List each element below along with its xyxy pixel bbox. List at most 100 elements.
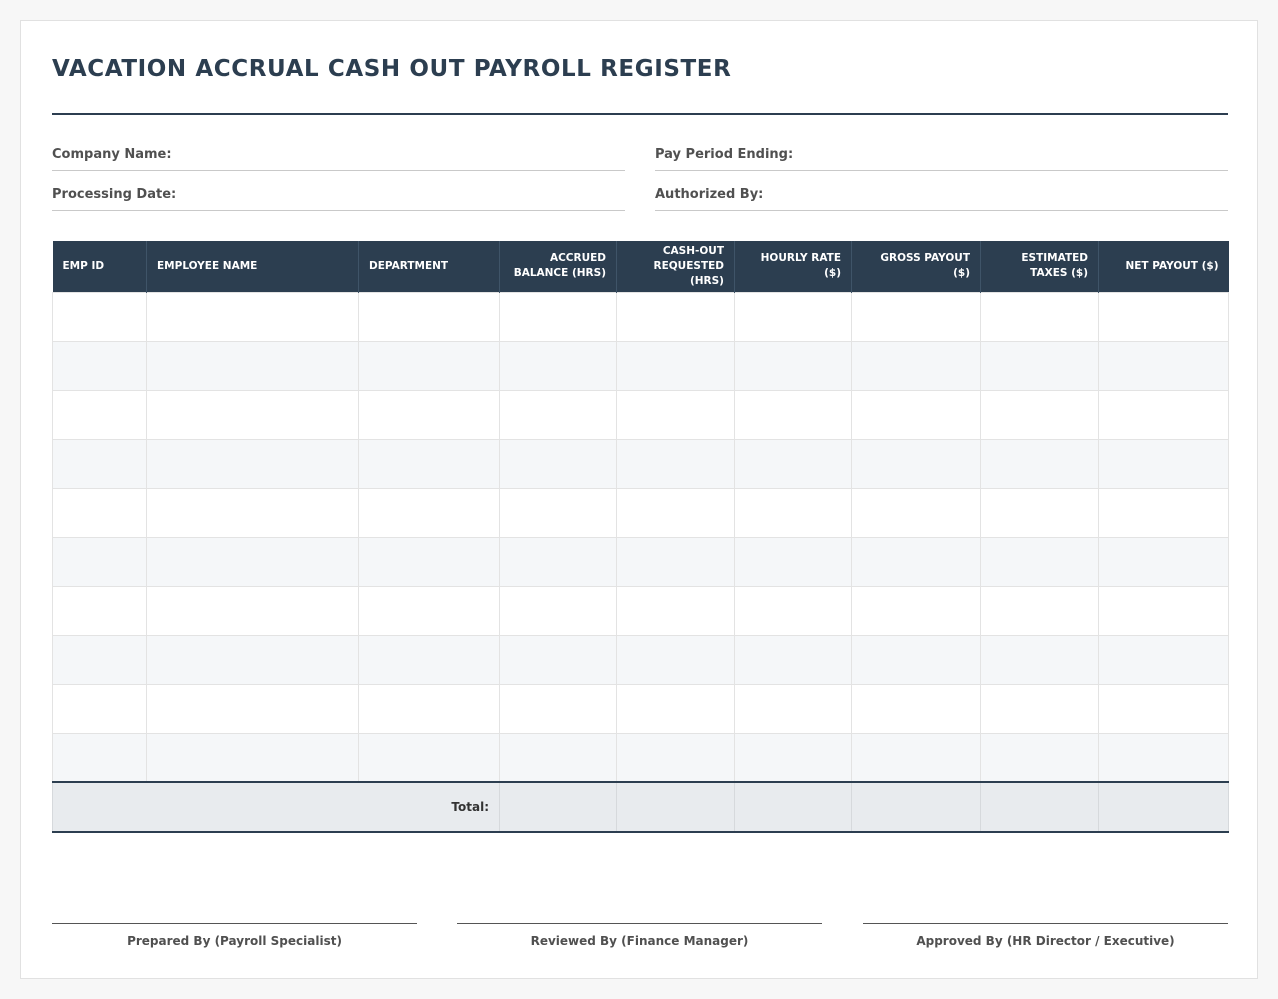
table-cell-gross-payout[interactable] — [851, 291, 981, 342]
table-cell-cash-out-requested[interactable] — [616, 291, 735, 342]
table-cell-hourly-rate[interactable] — [734, 438, 852, 489]
total-cell-cash-out-requested[interactable] — [616, 781, 735, 833]
table-cell-gross-payout[interactable] — [851, 634, 981, 685]
table-cell-employee-name[interactable] — [146, 438, 359, 489]
table-cell-estimated-taxes[interactable] — [980, 291, 1099, 342]
table-cell-accrued-balance[interactable] — [499, 487, 617, 538]
table-cell-emp-id[interactable] — [52, 634, 147, 685]
total-cell-accrued-balance[interactable] — [499, 781, 617, 833]
processing-date-field[interactable]: Processing Date: — [52, 181, 625, 211]
table-cell-hourly-rate[interactable] — [734, 487, 852, 538]
table-cell-accrued-balance[interactable] — [499, 585, 617, 636]
table-cell-hourly-rate[interactable] — [734, 585, 852, 636]
table-cell-net-payout[interactable] — [1098, 438, 1229, 489]
table-cell-employee-name[interactable] — [146, 585, 359, 636]
table-cell-cash-out-requested[interactable] — [616, 732, 735, 783]
table-cell-hourly-rate[interactable] — [734, 732, 852, 783]
total-cell-net-payout[interactable] — [1098, 781, 1229, 833]
table-cell-emp-id[interactable] — [52, 732, 147, 783]
table-cell-employee-name[interactable] — [146, 634, 359, 685]
prepared-by-signature-line[interactable]: Prepared By (Payroll Specialist) — [52, 923, 417, 948]
table-cell-net-payout[interactable] — [1098, 536, 1229, 587]
table-cell-employee-name[interactable] — [146, 732, 359, 783]
table-cell-emp-id[interactable] — [52, 536, 147, 587]
table-cell-estimated-taxes[interactable] — [980, 732, 1099, 783]
table-cell-net-payout[interactable] — [1098, 389, 1229, 440]
table-cell-department[interactable] — [358, 683, 500, 734]
table-cell-gross-payout[interactable] — [851, 389, 981, 440]
table-cell-employee-name[interactable] — [146, 683, 359, 734]
table-cell-estimated-taxes[interactable] — [980, 389, 1099, 440]
table-cell-net-payout[interactable] — [1098, 732, 1229, 783]
table-cell-gross-payout[interactable] — [851, 438, 981, 489]
table-cell-net-payout[interactable] — [1098, 340, 1229, 391]
table-cell-gross-payout[interactable] — [851, 536, 981, 587]
table-cell-cash-out-requested[interactable] — [616, 438, 735, 489]
table-cell-accrued-balance[interactable] — [499, 634, 617, 685]
table-cell-cash-out-requested[interactable] — [616, 683, 735, 734]
table-cell-hourly-rate[interactable] — [734, 536, 852, 587]
table-cell-net-payout[interactable] — [1098, 487, 1229, 538]
company-name-field[interactable]: Company Name: — [52, 141, 625, 171]
table-cell-hourly-rate[interactable] — [734, 291, 852, 342]
table-cell-cash-out-requested[interactable] — [616, 487, 735, 538]
table-cell-employee-name[interactable] — [146, 487, 359, 538]
table-cell-gross-payout[interactable] — [851, 732, 981, 783]
table-cell-accrued-balance[interactable] — [499, 683, 617, 734]
table-cell-gross-payout[interactable] — [851, 487, 981, 538]
table-cell-gross-payout[interactable] — [851, 585, 981, 636]
table-cell-department[interactable] — [358, 732, 500, 783]
table-cell-employee-name[interactable] — [146, 536, 359, 587]
reviewed-by-signature-line[interactable]: Reviewed By (Finance Manager) — [457, 923, 822, 948]
table-cell-department[interactable] — [358, 487, 500, 538]
table-cell-gross-payout[interactable] — [851, 340, 981, 391]
table-cell-hourly-rate[interactable] — [734, 340, 852, 391]
table-cell-accrued-balance[interactable] — [499, 291, 617, 342]
pay-period-ending-field[interactable]: Pay Period Ending: — [655, 141, 1228, 171]
table-cell-estimated-taxes[interactable] — [980, 438, 1099, 489]
table-cell-hourly-rate[interactable] — [734, 389, 852, 440]
table-cell-hourly-rate[interactable] — [734, 683, 852, 734]
table-cell-accrued-balance[interactable] — [499, 389, 617, 440]
table-cell-department[interactable] — [358, 634, 500, 685]
authorized-by-field[interactable]: Authorized By: — [655, 181, 1228, 211]
table-cell-estimated-taxes[interactable] — [980, 340, 1099, 391]
table-cell-estimated-taxes[interactable] — [980, 585, 1099, 636]
table-cell-gross-payout[interactable] — [851, 683, 981, 734]
table-cell-cash-out-requested[interactable] — [616, 536, 735, 587]
table-cell-accrued-balance[interactable] — [499, 732, 617, 783]
table-cell-estimated-taxes[interactable] — [980, 634, 1099, 685]
table-cell-estimated-taxes[interactable] — [980, 487, 1099, 538]
table-cell-department[interactable] — [358, 389, 500, 440]
approved-by-signature-line[interactable]: Approved By (HR Director / Executive) — [863, 923, 1228, 948]
table-cell-accrued-balance[interactable] — [499, 438, 617, 489]
table-cell-hourly-rate[interactable] — [734, 634, 852, 685]
total-cell-gross-payout[interactable] — [851, 781, 981, 833]
table-cell-emp-id[interactable] — [52, 389, 147, 440]
table-cell-employee-name[interactable] — [146, 340, 359, 391]
table-cell-department[interactable] — [358, 340, 500, 391]
table-cell-emp-id[interactable] — [52, 340, 147, 391]
table-cell-cash-out-requested[interactable] — [616, 340, 735, 391]
table-cell-employee-name[interactable] — [146, 291, 359, 342]
table-cell-department[interactable] — [358, 291, 500, 342]
table-cell-estimated-taxes[interactable] — [980, 683, 1099, 734]
total-cell-estimated-taxes[interactable] — [980, 781, 1099, 833]
table-cell-cash-out-requested[interactable] — [616, 634, 735, 685]
table-cell-department[interactable] — [358, 536, 500, 587]
total-cell-hourly-rate[interactable] — [734, 781, 852, 833]
table-cell-accrued-balance[interactable] — [499, 340, 617, 391]
table-cell-emp-id[interactable] — [52, 438, 147, 489]
table-cell-department[interactable] — [358, 585, 500, 636]
table-cell-estimated-taxes[interactable] — [980, 536, 1099, 587]
table-cell-cash-out-requested[interactable] — [616, 585, 735, 636]
table-cell-accrued-balance[interactable] — [499, 536, 617, 587]
table-cell-net-payout[interactable] — [1098, 585, 1229, 636]
table-cell-emp-id[interactable] — [52, 585, 147, 636]
table-cell-emp-id[interactable] — [52, 487, 147, 538]
table-cell-employee-name[interactable] — [146, 389, 359, 440]
table-cell-net-payout[interactable] — [1098, 683, 1229, 734]
table-cell-net-payout[interactable] — [1098, 291, 1229, 342]
table-cell-cash-out-requested[interactable] — [616, 389, 735, 440]
table-cell-department[interactable] — [358, 438, 500, 489]
